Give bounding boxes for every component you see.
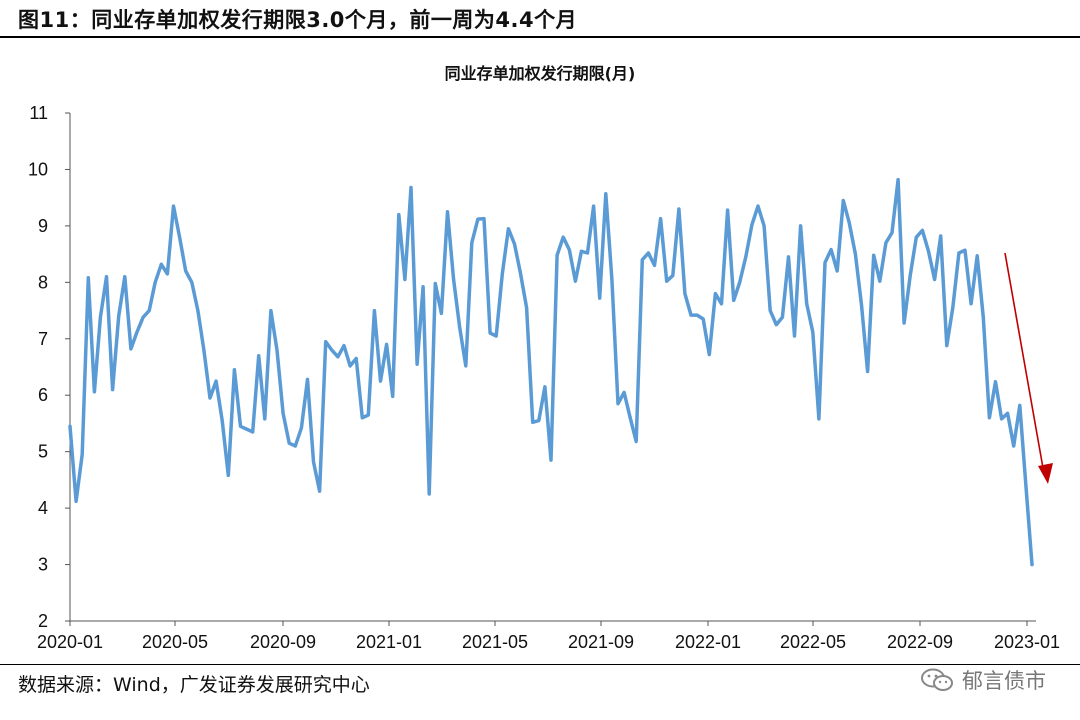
trend-arrow-line — [1004, 252, 1044, 469]
source-note: 数据来源：Wind，广发证券发展研究中心 — [18, 674, 370, 696]
y-tick-label: 9 — [38, 216, 48, 236]
y-tick-label: 8 — [38, 272, 48, 292]
x-tick-label: 2022-05 — [780, 632, 846, 652]
x-tick-label: 2021-01 — [356, 632, 422, 652]
watermark-text: 郁言债市 — [962, 669, 1046, 693]
series-line — [68, 177, 1034, 567]
chart-annotation — [1004, 252, 1053, 484]
y-tick-label: 3 — [38, 555, 48, 575]
wechat-icon — [921, 668, 953, 691]
y-tick-label: 7 — [38, 329, 48, 349]
x-tick-label: 2020-01 — [37, 632, 103, 652]
watermark: 郁言债市 — [920, 665, 1046, 695]
chart-axes: 2 3 4 5 6 7 8 9 10 11 2020-01 2020-05 2020-09 2021-01… — [28, 103, 1060, 652]
x-tick-label: 2021-05 — [462, 632, 528, 652]
y-tick-label: 11 — [29, 103, 48, 123]
chart-title: 同业存单加权发行期限(月) — [444, 64, 636, 83]
x-tick-label: 2021-09 — [568, 632, 634, 652]
x-tick-label: 2022-09 — [887, 632, 953, 652]
trend-arrow-head — [1038, 463, 1053, 484]
y-tick-label: 4 — [38, 498, 48, 518]
footer-divider — [0, 664, 1080, 665]
figure-title: 图11：同业存单加权发行期限3.0个月，前一周为4.4个月 — [18, 8, 578, 32]
x-tick-label: 2023-01 — [994, 632, 1060, 652]
chart-series — [68, 177, 1034, 567]
x-tick-label: 2020-05 — [142, 632, 208, 652]
y-tick-label: 5 — [38, 442, 48, 462]
y-tick-label: 2 — [38, 611, 48, 631]
y-tick-label: 6 — [38, 385, 48, 405]
x-tick-label: 2022-01 — [675, 632, 741, 652]
title-divider — [0, 36, 1080, 38]
y-tick-label: 10 — [28, 159, 48, 179]
x-tick-label: 2020-09 — [250, 632, 316, 652]
